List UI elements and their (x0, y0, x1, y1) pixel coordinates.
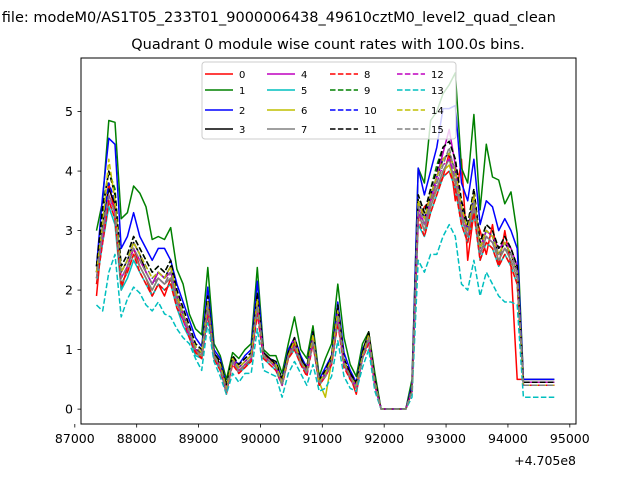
series-line-13 (95, 223, 555, 410)
legend-label-15: 15 (431, 125, 444, 136)
series-line-8 (95, 170, 555, 410)
x-offset-text: +4.705e8 (514, 453, 576, 468)
legend-label-6: 6 (301, 106, 307, 117)
legend-label-9: 9 (364, 86, 370, 97)
x-tick-label: 90000 (241, 431, 281, 446)
legend-label-12: 12 (431, 70, 444, 81)
x-tick-label: 93000 (426, 431, 466, 446)
figure-suptitle: n file: modeM0/AS1T05_233T01_9000006438_… (0, 10, 556, 26)
series-line-11 (95, 140, 555, 410)
legend-label-13: 13 (431, 86, 444, 97)
plot-area-frame (80, 57, 577, 425)
series-line-14 (95, 152, 555, 410)
x-tick-label: 94000 (488, 431, 528, 446)
x-tick-label: 89000 (179, 431, 219, 446)
y-tick-label: 0 (65, 402, 73, 417)
legend-label-0: 0 (239, 70, 245, 81)
legend-label-2: 2 (239, 106, 245, 117)
x-tick-label: 95000 (550, 431, 590, 446)
legend-label-5: 5 (301, 86, 307, 97)
legend-label-3: 3 (239, 125, 245, 136)
legend-label-8: 8 (364, 70, 370, 81)
x-tick-label: 92000 (364, 431, 404, 446)
legend-label-10: 10 (364, 106, 377, 117)
series-line-15 (95, 146, 555, 410)
y-tick-label: 4 (65, 164, 73, 179)
legend-label-4: 4 (301, 70, 307, 81)
chart-title: Quadrant 0 module wise count rates with … (131, 37, 525, 53)
y-tick-label: 5 (65, 104, 73, 119)
y-tick-label: 2 (65, 283, 73, 298)
legend-label-1: 1 (239, 86, 245, 97)
y-tick-label: 3 (65, 223, 73, 238)
legend-label-14: 14 (431, 106, 444, 117)
legend-label-7: 7 (301, 125, 307, 136)
series-lines (95, 72, 555, 410)
y-tick-label: 1 (65, 342, 73, 357)
legend-label-11: 11 (364, 125, 377, 136)
legend-box (201, 61, 457, 140)
x-tick-label: 88000 (117, 431, 157, 446)
x-tick-label: 87000 (55, 431, 95, 446)
series-line-1 (95, 72, 555, 410)
x-tick-label: 91000 (302, 431, 342, 446)
x-axis: 87000 88000 89000 90000 91000 92000 93000 94000… (55, 424, 590, 446)
y-axis: 0 1 2 3 4 5 (65, 104, 81, 417)
